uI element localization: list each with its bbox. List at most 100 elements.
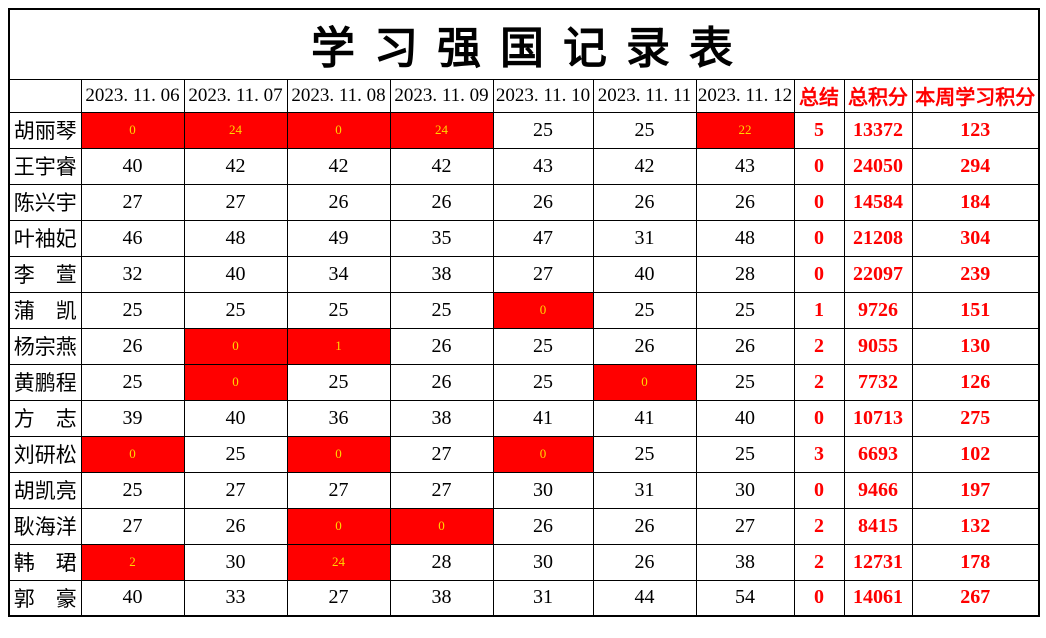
weekly-points-cell: 130 xyxy=(911,327,1040,365)
daily-score-cell: 46 xyxy=(80,219,185,257)
table-body: 胡丽琴 0 24 0 24 25 25 22 5 13372 123 王宇睿 40 42 42 42 43 42 4… xyxy=(8,111,1040,617)
daily-score-cell: 26 xyxy=(492,507,594,545)
daily-score-cell: 36 xyxy=(286,399,391,437)
daily-score-cell: 25 xyxy=(80,363,185,401)
total-points-cell: 24050 xyxy=(843,147,913,185)
daily-score-cell: 27 xyxy=(183,183,288,221)
date-header-cell: 2023. 11. 08 xyxy=(286,78,391,113)
date-header-cell: 2023. 11. 12 xyxy=(695,78,795,113)
table-row: 王宇睿 40 42 42 42 43 42 43 0 24050 294 xyxy=(8,147,1040,185)
weekly-points-cell: 123 xyxy=(911,111,1040,149)
daily-score-cell: 43 xyxy=(695,147,795,185)
daily-score-cell: 31 xyxy=(592,219,697,257)
daily-score-cell: 54 xyxy=(695,579,795,617)
daily-score-cell: 26 xyxy=(389,327,494,365)
daily-score-cell-highlighted: 1 xyxy=(286,327,391,365)
weekly-points-cell: 184 xyxy=(911,183,1040,221)
student-name-cell: 杨宗燕 xyxy=(8,327,82,365)
daily-score-cell: 27 xyxy=(695,507,795,545)
weekly-points-cell: 151 xyxy=(911,291,1040,329)
daily-score-cell: 40 xyxy=(80,579,185,617)
daily-score-cell: 25 xyxy=(286,291,391,329)
daily-score-cell: 25 xyxy=(492,327,594,365)
table-row: 韩 珺 2 30 24 28 30 26 38 2 12731 178 xyxy=(8,543,1040,581)
total-points-cell: 21208 xyxy=(843,219,913,257)
daily-score-cell: 48 xyxy=(183,219,288,257)
student-name-cell: 王宇睿 xyxy=(8,147,82,185)
daily-score-cell: 25 xyxy=(492,111,594,149)
daily-score-cell: 27 xyxy=(286,471,391,509)
daily-score-cell: 27 xyxy=(183,471,288,509)
spreadsheet-document: 学 习 强 国 记 录 表 2023. 11. 06 2023. 11. 07 20… xyxy=(8,8,1041,617)
weekly-points-header: 本周学习积分 xyxy=(911,78,1040,113)
daily-score-cell: 26 xyxy=(592,507,697,545)
daily-score-cell: 27 xyxy=(389,471,494,509)
daily-score-cell: 27 xyxy=(80,507,185,545)
total-points-cell: 9466 xyxy=(843,471,913,509)
daily-score-cell: 28 xyxy=(695,255,795,293)
daily-score-cell-highlighted: 0 xyxy=(389,507,494,545)
student-name-cell: 胡丽琴 xyxy=(8,111,82,149)
daily-score-cell: 34 xyxy=(286,255,391,293)
date-header-cell: 2023. 11. 06 xyxy=(80,78,185,113)
daily-score-cell: 42 xyxy=(286,147,391,185)
daily-score-cell: 26 xyxy=(389,363,494,401)
daily-score-cell: 40 xyxy=(183,399,288,437)
daily-score-cell: 39 xyxy=(80,399,185,437)
summary-count-cell: 5 xyxy=(793,111,845,149)
table-row: 黄鹏程 25 0 25 26 25 0 25 2 7732 126 xyxy=(8,363,1040,401)
daily-score-cell: 26 xyxy=(592,543,697,581)
title-row: 学 习 强 国 记 录 表 xyxy=(8,8,1040,80)
daily-score-cell: 40 xyxy=(80,147,185,185)
daily-score-cell: 44 xyxy=(592,579,697,617)
total-points-cell: 13372 xyxy=(843,111,913,149)
daily-score-cell: 38 xyxy=(389,255,494,293)
daily-score-cell: 42 xyxy=(183,147,288,185)
daily-score-cell-highlighted: 0 xyxy=(492,435,594,473)
student-name-cell: 郭 豪 xyxy=(8,579,82,617)
weekly-points-cell: 102 xyxy=(911,435,1040,473)
daily-score-cell: 43 xyxy=(492,147,594,185)
daily-score-cell: 25 xyxy=(592,291,697,329)
daily-score-cell-highlighted: 0 xyxy=(286,111,391,149)
student-name-cell: 刘研松 xyxy=(8,435,82,473)
daily-score-cell: 25 xyxy=(695,435,795,473)
summary-count-cell: 3 xyxy=(793,435,845,473)
daily-score-cell: 26 xyxy=(695,327,795,365)
daily-score-cell-highlighted: 24 xyxy=(286,543,391,581)
daily-score-cell: 40 xyxy=(592,255,697,293)
daily-score-cell: 25 xyxy=(695,291,795,329)
total-points-cell: 14061 xyxy=(843,579,913,617)
weekly-points-cell: 304 xyxy=(911,219,1040,257)
daily-score-cell: 25 xyxy=(592,435,697,473)
daily-score-cell: 42 xyxy=(389,147,494,185)
summary-count-cell: 0 xyxy=(793,183,845,221)
daily-score-cell-highlighted: 22 xyxy=(695,111,795,149)
summary-count-cell: 2 xyxy=(793,363,845,401)
table-row: 方 志 39 40 36 38 41 41 40 0 10713 275 xyxy=(8,399,1040,437)
total-points-cell: 22097 xyxy=(843,255,913,293)
student-name-cell: 胡凯亮 xyxy=(8,471,82,509)
table-row: 耿海洋 27 26 0 0 26 26 27 2 8415 132 xyxy=(8,507,1040,545)
daily-score-cell: 30 xyxy=(492,543,594,581)
total-points-cell: 7732 xyxy=(843,363,913,401)
total-points-cell: 9055 xyxy=(843,327,913,365)
student-name-cell: 陈兴宇 xyxy=(8,183,82,221)
daily-score-cell: 25 xyxy=(592,111,697,149)
daily-score-cell: 25 xyxy=(492,363,594,401)
date-header-cell: 2023. 11. 07 xyxy=(183,78,288,113)
table-row: 郭 豪 40 33 27 38 31 44 54 0 14061 267 xyxy=(8,579,1040,617)
summary-count-cell: 0 xyxy=(793,579,845,617)
daily-score-cell-highlighted: 2 xyxy=(80,543,185,581)
summary-count-cell: 0 xyxy=(793,255,845,293)
total-points-cell: 14584 xyxy=(843,183,913,221)
daily-score-cell-highlighted: 24 xyxy=(389,111,494,149)
total-points-header: 总积分 xyxy=(843,78,913,113)
daily-score-cell: 31 xyxy=(592,471,697,509)
daily-score-cell: 31 xyxy=(492,579,594,617)
daily-score-cell: 33 xyxy=(183,579,288,617)
daily-score-cell-highlighted: 0 xyxy=(492,291,594,329)
weekly-points-cell: 239 xyxy=(911,255,1040,293)
daily-score-cell-highlighted: 0 xyxy=(286,507,391,545)
student-name-cell: 叶袖妃 xyxy=(8,219,82,257)
